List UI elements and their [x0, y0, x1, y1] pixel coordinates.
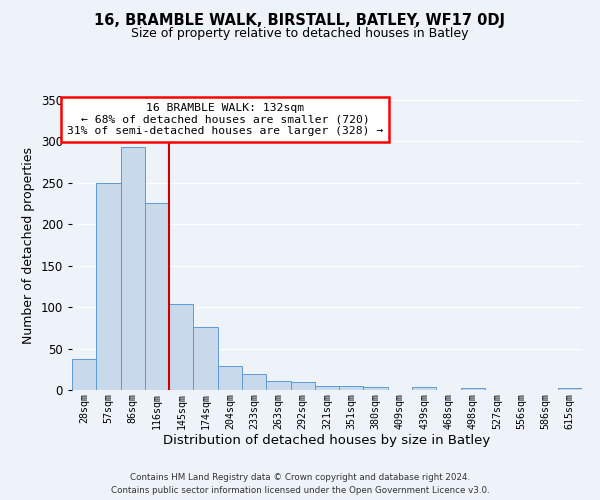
X-axis label: Distribution of detached houses by size in Batley: Distribution of detached houses by size …	[163, 434, 491, 448]
Text: Size of property relative to detached houses in Batley: Size of property relative to detached ho…	[131, 28, 469, 40]
Text: 16, BRAMBLE WALK, BIRSTALL, BATLEY, WF17 0DJ: 16, BRAMBLE WALK, BIRSTALL, BATLEY, WF17…	[95, 12, 505, 28]
Bar	[266, 381, 290, 390]
Bar	[364, 386, 388, 390]
Bar	[558, 388, 582, 390]
Bar	[193, 327, 218, 390]
Bar	[315, 386, 339, 390]
Bar	[121, 147, 145, 390]
Bar	[145, 202, 169, 390]
Bar	[412, 386, 436, 390]
Text: Contains public sector information licensed under the Open Government Licence v3: Contains public sector information licen…	[110, 486, 490, 495]
Bar	[242, 374, 266, 390]
Bar	[169, 304, 193, 390]
Bar	[72, 358, 96, 390]
Bar	[218, 366, 242, 390]
Text: 16 BRAMBLE WALK: 132sqm
← 68% of detached houses are smaller (720)
31% of semi-d: 16 BRAMBLE WALK: 132sqm ← 68% of detache…	[67, 103, 383, 136]
Bar	[96, 183, 121, 390]
Bar	[290, 382, 315, 390]
Bar	[461, 388, 485, 390]
Y-axis label: Number of detached properties: Number of detached properties	[22, 146, 35, 344]
Bar	[339, 386, 364, 390]
Text: Contains HM Land Registry data © Crown copyright and database right 2024.: Contains HM Land Registry data © Crown c…	[130, 474, 470, 482]
